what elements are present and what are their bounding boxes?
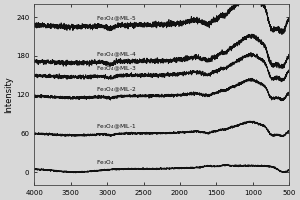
- Text: Fe$_3$O$_4$@MIL-1: Fe$_3$O$_4$@MIL-1: [96, 122, 136, 131]
- Text: Fe$_3$O$_4$: Fe$_3$O$_4$: [96, 158, 115, 167]
- Text: Fe$_3$O$_4$@MIL-2: Fe$_3$O$_4$@MIL-2: [96, 85, 137, 94]
- Text: Fe$_3$O$_4$@MIL-5: Fe$_3$O$_4$@MIL-5: [96, 14, 137, 23]
- Y-axis label: Intensity: Intensity: [4, 76, 13, 113]
- Text: Fe$_3$O$_4$@MIL-4: Fe$_3$O$_4$@MIL-4: [96, 50, 137, 59]
- Text: Fe$_3$O$_4$@MIL-3: Fe$_3$O$_4$@MIL-3: [96, 64, 137, 73]
